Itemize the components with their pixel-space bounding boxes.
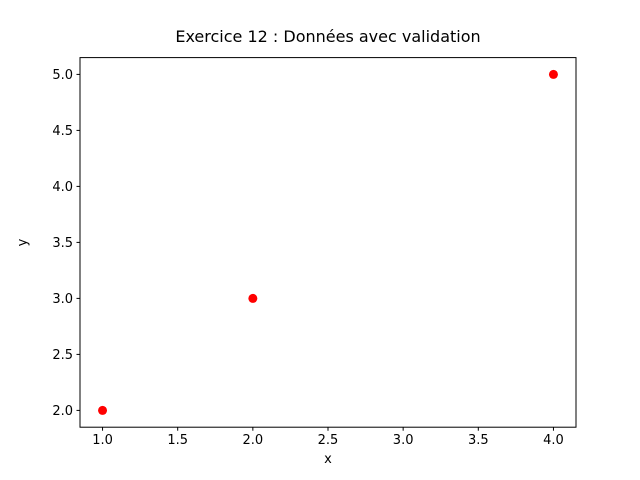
- x-tick-label: 2.0: [243, 433, 264, 448]
- x-tick-label: 4.0: [543, 433, 564, 448]
- y-axis-label: y: [15, 238, 31, 247]
- y-tick-label: 4.0: [52, 180, 73, 195]
- x-tick-label: 3.5: [468, 433, 489, 448]
- y-tick-label: 3.0: [52, 292, 73, 307]
- y-tick-label: 2.0: [52, 404, 73, 419]
- x-tick-label: 1.5: [167, 433, 188, 448]
- x-tick-label: 2.5: [318, 433, 339, 448]
- axes-frame: [79, 57, 577, 428]
- y-tick-label: 4.5: [52, 124, 73, 139]
- y-tick-label: 5.0: [52, 68, 73, 83]
- x-axis-label: x: [324, 452, 332, 467]
- x-tick-label: 3.0: [393, 433, 414, 448]
- data-point: [548, 69, 558, 79]
- x-tick-label: 1.0: [92, 433, 113, 448]
- data-point: [98, 405, 108, 415]
- y-tick-label: 2.5: [52, 348, 73, 363]
- y-tick-label: 3.5: [52, 236, 73, 251]
- data-point: [248, 293, 258, 303]
- chart-title: Exercice 12 : Données avec validation: [175, 27, 481, 46]
